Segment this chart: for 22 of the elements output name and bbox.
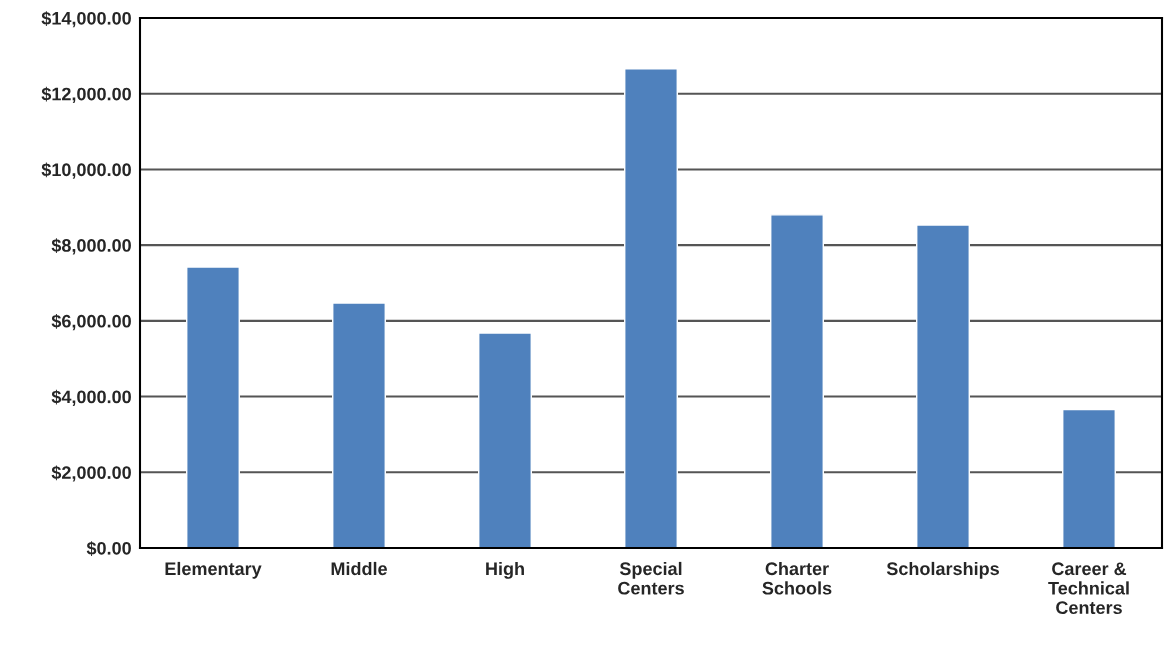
x-tick-label: High [486,561,524,579]
y-tick-label: $12,000.00 [41,86,131,104]
y-tick-label: $6,000.00 [51,314,131,331]
bar [332,302,386,548]
x-tick-label: Charter Schools [762,561,832,595]
x-tick-label: Scholarships [886,561,999,579]
y-tick-label: $10,000.00 [41,162,131,179]
x-tick-label: Elementary [165,561,262,579]
bar [478,332,532,548]
y-tick-label: $2,000.00 [51,465,131,482]
x-tick-label: Career & Technical Centers [1048,562,1129,615]
y-tick-label: $14,000.00 [41,11,131,28]
x-tick-label: Special Centers [618,561,684,595]
x-tick-label: Middle [331,561,387,576]
bar [186,266,240,548]
y-tick-label: $4,000.00 [51,389,131,406]
bar [624,68,678,548]
y-tick-label: $0.00 [86,541,131,556]
bar [770,214,824,548]
bar [1062,408,1116,548]
y-tick-label: $8,000.00 [51,238,131,255]
bar [916,224,970,548]
